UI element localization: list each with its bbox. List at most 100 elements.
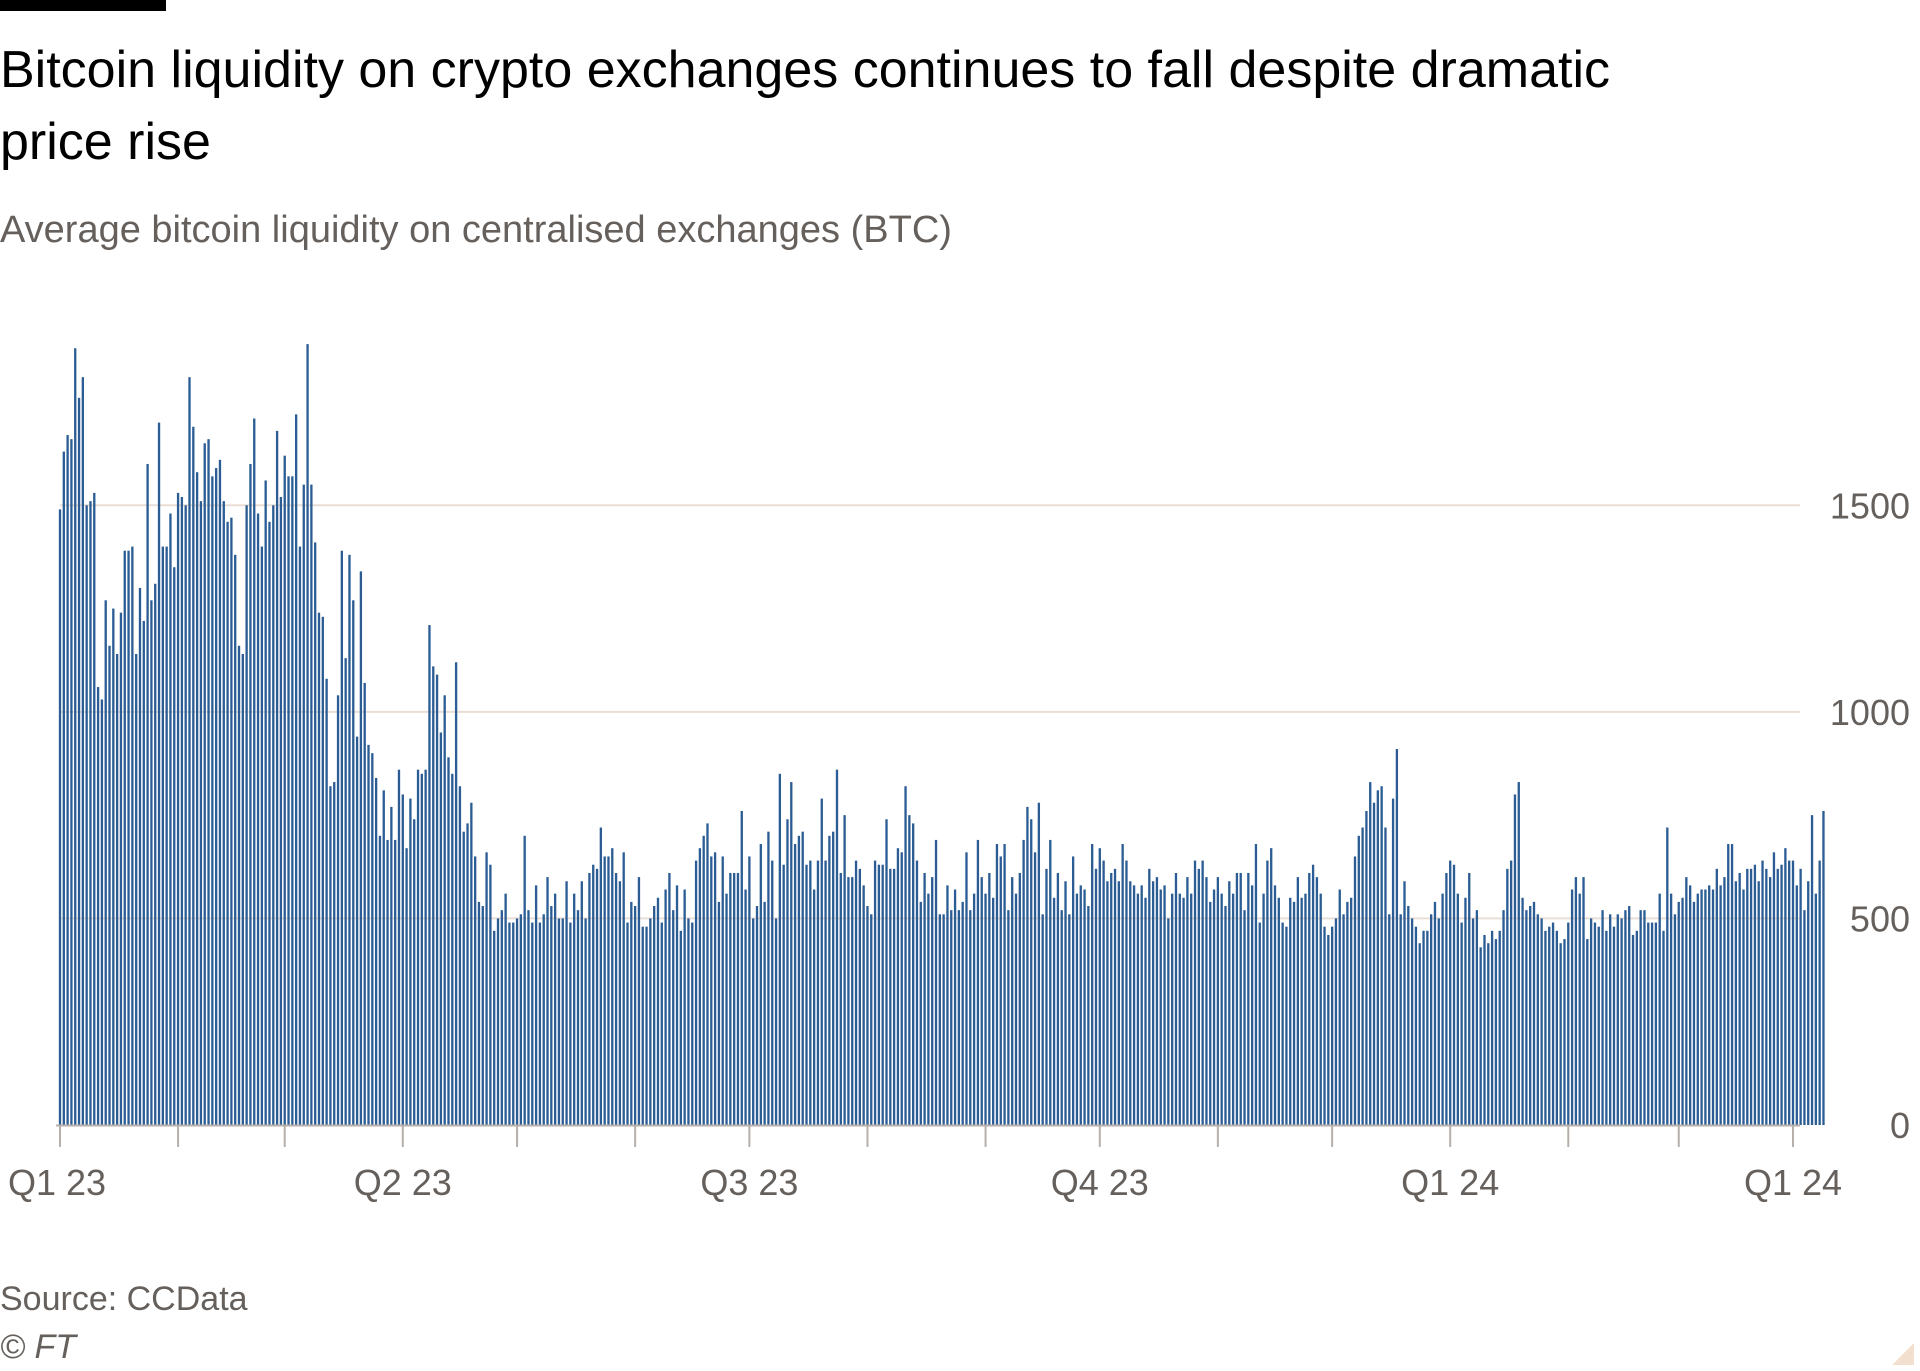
bar (74, 348, 77, 1125)
bar (1319, 893, 1322, 1125)
bar (1346, 901, 1349, 1125)
bar (336, 695, 340, 1125)
bar (443, 695, 446, 1125)
bar (1273, 885, 1277, 1125)
y-axis-labels: 0 500 1000 1500 (1830, 485, 1910, 1146)
bar (1567, 922, 1570, 1125)
bar (561, 918, 564, 1125)
bar (363, 682, 366, 1125)
bar (1068, 914, 1071, 1125)
bar (744, 889, 747, 1125)
bar (580, 881, 583, 1125)
bar (218, 459, 222, 1125)
bar (157, 422, 161, 1125)
bar (679, 930, 682, 1125)
bar (245, 505, 248, 1125)
bar (950, 910, 953, 1125)
bar (999, 856, 1002, 1125)
bar (428, 625, 431, 1125)
bar (725, 893, 728, 1125)
bar (1772, 852, 1776, 1125)
bar (1494, 939, 1498, 1125)
bar (119, 612, 123, 1125)
bar (755, 906, 759, 1125)
bar (835, 769, 839, 1125)
bar (565, 881, 568, 1125)
bar (378, 835, 382, 1125)
bar (1266, 860, 1269, 1125)
bar (504, 893, 507, 1125)
bar (1365, 811, 1368, 1125)
bar (523, 835, 526, 1125)
bar (1574, 877, 1578, 1125)
bar (881, 864, 884, 1125)
bar (1391, 798, 1395, 1125)
bar (1083, 889, 1086, 1125)
bar (1197, 868, 1200, 1125)
bar (1060, 910, 1063, 1125)
bar (1388, 914, 1391, 1125)
bar (1220, 893, 1223, 1125)
y-tick-label: 0 (1890, 1105, 1910, 1146)
bar (847, 877, 850, 1125)
bar (249, 463, 252, 1125)
bar (542, 914, 545, 1125)
bar (1228, 881, 1231, 1125)
bar (660, 922, 663, 1125)
bar (1780, 864, 1783, 1125)
bar (1018, 872, 1021, 1125)
bar (793, 844, 797, 1125)
bar (1631, 934, 1635, 1125)
bar (1414, 926, 1418, 1125)
bar (752, 918, 755, 1125)
bar (1410, 918, 1414, 1125)
bar (1757, 881, 1760, 1125)
bar (1369, 782, 1372, 1125)
bar (1014, 893, 1018, 1125)
bar (839, 872, 842, 1125)
bar (923, 872, 926, 1125)
bar (1144, 897, 1147, 1125)
bar (1399, 914, 1402, 1125)
bar (1224, 906, 1227, 1125)
bar (477, 901, 481, 1125)
bar (1167, 918, 1170, 1125)
bar (1643, 910, 1646, 1125)
bar (972, 893, 976, 1125)
bar (1281, 922, 1284, 1125)
bar (538, 922, 542, 1125)
bar (253, 418, 256, 1125)
bar (1666, 827, 1669, 1125)
bar (1460, 922, 1463, 1125)
bar (759, 844, 762, 1125)
bar (1658, 893, 1661, 1125)
bar (595, 868, 599, 1125)
bar (390, 806, 393, 1125)
bar (531, 922, 534, 1125)
bar (211, 476, 214, 1126)
bar (386, 839, 389, 1125)
bar (713, 852, 717, 1125)
bar (291, 476, 294, 1126)
bar (173, 567, 176, 1125)
bar (873, 860, 877, 1125)
bar (1201, 860, 1204, 1125)
bar (1205, 877, 1208, 1125)
bar (1605, 930, 1608, 1125)
bar (706, 823, 709, 1125)
bar (1022, 839, 1025, 1125)
bar (900, 852, 903, 1125)
bar (474, 856, 477, 1125)
bar (352, 600, 355, 1125)
bar (1445, 872, 1448, 1125)
bar (649, 918, 652, 1125)
bar (862, 885, 865, 1125)
bar (1483, 934, 1486, 1125)
bar (1559, 943, 1562, 1125)
bar (310, 484, 313, 1125)
bar (234, 554, 237, 1125)
brand-bar (0, 0, 166, 11)
bar (222, 501, 225, 1125)
bar (1765, 868, 1768, 1125)
bar (1536, 914, 1539, 1125)
